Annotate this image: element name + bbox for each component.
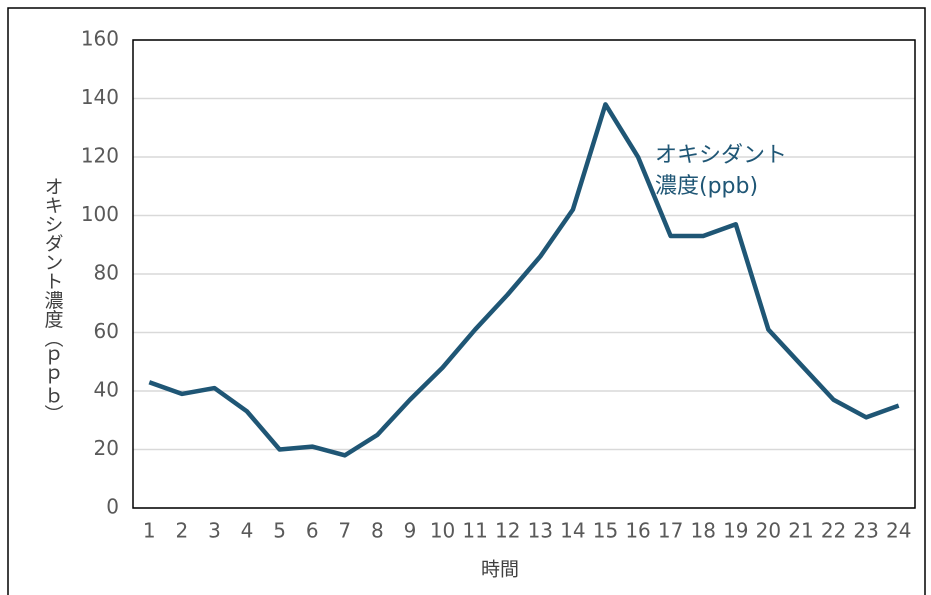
y-tick-label: 80 xyxy=(94,261,119,285)
x-tick-label: 16 xyxy=(625,519,650,543)
x-tick-label: 17 xyxy=(658,519,683,543)
x-tick-label: 2 xyxy=(176,519,189,543)
x-axis-label: 時間 xyxy=(481,559,519,581)
x-tick-label: 6 xyxy=(306,519,319,543)
x-tick-label: 18 xyxy=(690,519,715,543)
plot-border xyxy=(132,39,916,509)
x-tick-label: 9 xyxy=(404,519,417,543)
x-tick-label: 22 xyxy=(821,519,846,543)
annotation: オキシダント xyxy=(655,143,787,168)
x-tick-label: 3 xyxy=(208,519,221,543)
frame xyxy=(7,7,926,595)
line xyxy=(148,102,900,458)
y-tick-label: 160 xyxy=(81,27,119,51)
x-tick-label: 7 xyxy=(338,519,351,543)
y-tick-label: 40 xyxy=(94,378,119,402)
x-tick-label: 1 xyxy=(143,519,156,543)
x-tick-label: 5 xyxy=(273,519,286,543)
x-tick-label: 14 xyxy=(560,519,585,543)
x-tick-label: 23 xyxy=(853,519,878,543)
x-tick-label: 20 xyxy=(756,519,781,543)
annotation: 濃度(ppb) xyxy=(655,174,758,199)
x-tick-label: 15 xyxy=(593,519,618,543)
x-tick-label: 11 xyxy=(462,519,487,543)
x-tick-label: 19 xyxy=(723,519,748,543)
x-tick-label: 12 xyxy=(495,519,520,543)
y-tick-label: 60 xyxy=(94,319,119,343)
y-tick-label: 140 xyxy=(81,85,119,109)
y-axis-label: オキシダント濃度（ｐｐｂ） xyxy=(42,177,64,424)
y-tick-label: 120 xyxy=(81,144,119,168)
y-tick-label: 0 xyxy=(106,495,119,519)
x-tick-label: 13 xyxy=(528,519,553,543)
x-tick-label: 10 xyxy=(430,519,455,543)
x-tick-label: 21 xyxy=(788,519,813,543)
y-tick-label: 100 xyxy=(81,202,119,226)
y-tick-label: 20 xyxy=(94,436,119,460)
x-tick-label: 4 xyxy=(241,519,254,543)
x-tick-label: 8 xyxy=(371,519,384,543)
x-tick-label: 24 xyxy=(886,519,911,543)
